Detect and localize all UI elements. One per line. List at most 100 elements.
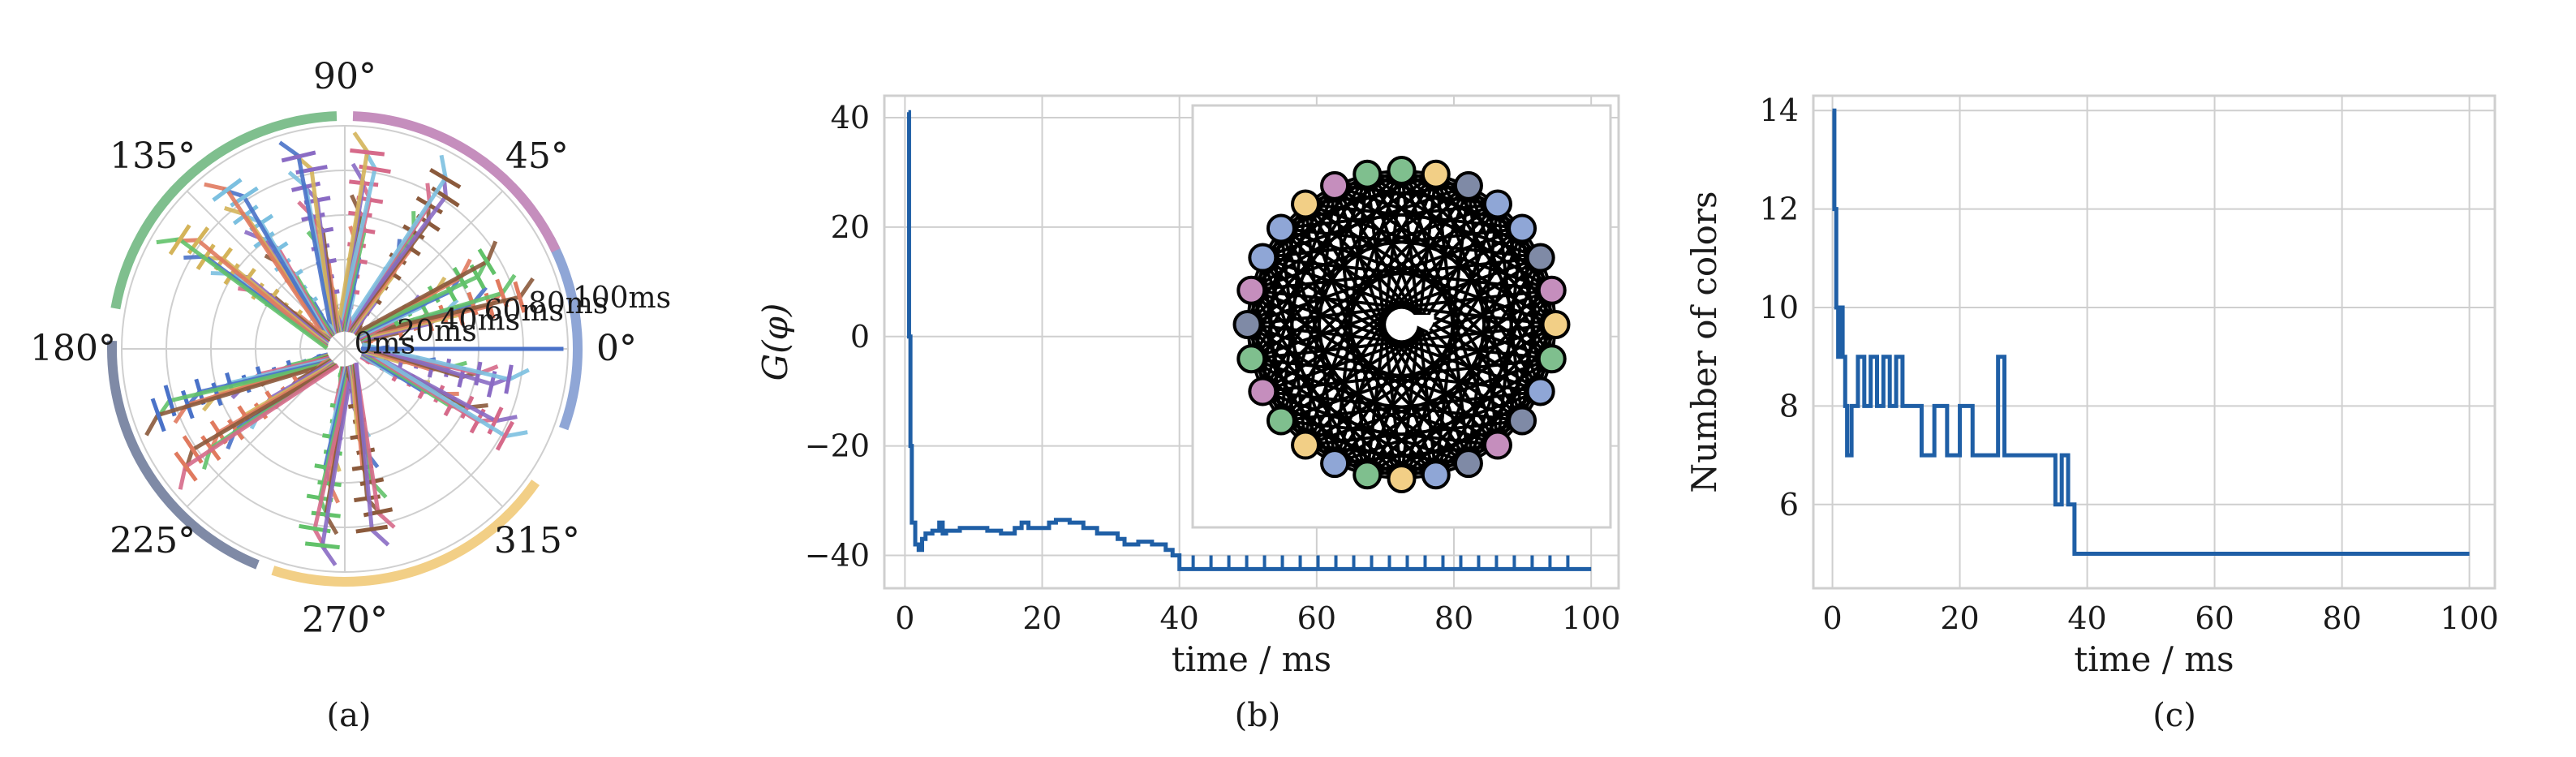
inset-center-mark [1400, 315, 1430, 331]
x-tick-label: 0 [1822, 600, 1842, 636]
inset-node [1525, 243, 1555, 273]
inset-node [1291, 189, 1321, 219]
polar-series-tick [174, 451, 198, 482]
plot-frame [883, 94, 1620, 590]
polar-radial-label: 0ms [355, 328, 416, 361]
polar-angle-label: 0° [596, 328, 637, 369]
inset-node [1482, 189, 1512, 219]
polar-angle-label: 180° [30, 328, 116, 369]
inset-node [1525, 376, 1555, 406]
y-axis-label: Number of colors [1684, 191, 1724, 492]
inset-node [1320, 170, 1350, 200]
inset-edge [1365, 173, 1554, 360]
polar-color-arc [107, 340, 260, 570]
caption-c: (c) [2152, 697, 2196, 734]
polar-series-tick [504, 364, 514, 394]
polar-color-arc [271, 480, 540, 587]
data-series-line [906, 110, 1592, 571]
polar-series-tick [168, 224, 191, 256]
y-tick-label: 14 [1760, 92, 1799, 128]
inset-edge [1366, 172, 1523, 230]
inset-node [1266, 213, 1296, 243]
inset-edge [1366, 173, 1553, 292]
polar-angle-label: 135° [110, 135, 196, 177]
polar-color-arc [110, 111, 338, 310]
polar-series-tick [281, 150, 316, 163]
inset-node [1291, 430, 1321, 460]
polar-angle-label: 315° [494, 520, 580, 561]
inset-node [1421, 460, 1451, 490]
inset-edge [1366, 172, 1469, 187]
inset-node [1453, 170, 1483, 200]
inset-edge [1365, 173, 1524, 422]
caption-b: (b) [1235, 697, 1281, 734]
inset-node [1353, 159, 1383, 189]
inset-node [1266, 406, 1296, 436]
inset-node [1453, 449, 1483, 479]
polar-angle-label: 90° [313, 56, 376, 97]
inset-node [1236, 344, 1266, 374]
inset-node [1507, 213, 1537, 243]
inset-node [1421, 159, 1451, 189]
y-axis-label: G(φ) [755, 303, 795, 381]
caption-a: (a) [326, 697, 371, 734]
polar-angle-label: 225° [110, 520, 196, 561]
x-tick-label: 20 [1940, 600, 1979, 636]
inset-node [1482, 430, 1512, 460]
y-tick-label: 20 [831, 209, 870, 245]
inset-node [1537, 275, 1567, 305]
polar-series-tick [150, 398, 166, 432]
y-tick-label: 12 [1760, 191, 1799, 227]
inset-node [1248, 243, 1278, 273]
inset-node [1248, 376, 1278, 406]
polar-radial-label: 60ms [484, 295, 564, 328]
polar-series-tick [212, 178, 243, 202]
polar-radial-label: 40ms [441, 303, 520, 337]
polar-color-arc [352, 111, 561, 253]
x-tick-label: 20 [1022, 600, 1061, 636]
inset-node [1236, 275, 1266, 305]
y-tick-label: −40 [805, 538, 870, 574]
plot-frame [1812, 94, 2496, 590]
polar-series-tick [513, 281, 527, 313]
inset-edge [1305, 202, 1553, 292]
polar-angle-label: 270° [302, 600, 388, 641]
polar-series-tick [304, 541, 340, 550]
polar-series-tick [429, 167, 462, 189]
x-tick-label: 40 [2067, 600, 2106, 636]
inset-node [1387, 156, 1417, 185]
polar-angle-label: 45° [505, 135, 569, 177]
panel-c-line-chart: 0 20 40 60 80 100 6 8 10 12 14 time / ms Number of c… [1684, 92, 2499, 679]
y-tick-label: 40 [831, 100, 870, 135]
x-tick-label: 40 [1160, 600, 1199, 636]
x-tick-label: 100 [2440, 600, 2499, 636]
panel-a-polar-chart: 0° 45° 90° 135° 180° 225° 270° 315° 0ms20ms40ms6… [30, 56, 671, 641]
inset-edge [1305, 202, 1523, 230]
polar-series-tick [355, 524, 389, 534]
y-tick-label: 10 [1760, 290, 1799, 325]
x-tick-label: 80 [1434, 600, 1473, 636]
y-tick-label: −20 [805, 428, 870, 464]
x-tick-label: 60 [1297, 600, 1336, 636]
y-tick-label: 0 [850, 319, 870, 355]
polar-color-arc [546, 237, 583, 431]
y-tick-label: 6 [1779, 487, 1799, 523]
inset-node [1232, 310, 1262, 339]
inset-node [1353, 460, 1383, 490]
polar-radial-label: 20ms [397, 315, 476, 348]
inset-node [1507, 406, 1537, 436]
inset-edge [1334, 183, 1499, 206]
polar-series-tick [477, 248, 497, 276]
x-tick-label: 60 [2195, 600, 2234, 636]
inset-edge [1334, 183, 1542, 260]
polar-series-tick [350, 148, 385, 157]
polar-radial-label: 100ms [573, 282, 671, 315]
y-tick-label: 8 [1779, 388, 1799, 424]
inset-edge [1333, 184, 1557, 326]
inset-node [1541, 310, 1571, 339]
polar-series-tick [495, 420, 514, 451]
data-series-line [1832, 108, 2470, 557]
polar-grid-spoke [344, 348, 504, 508]
